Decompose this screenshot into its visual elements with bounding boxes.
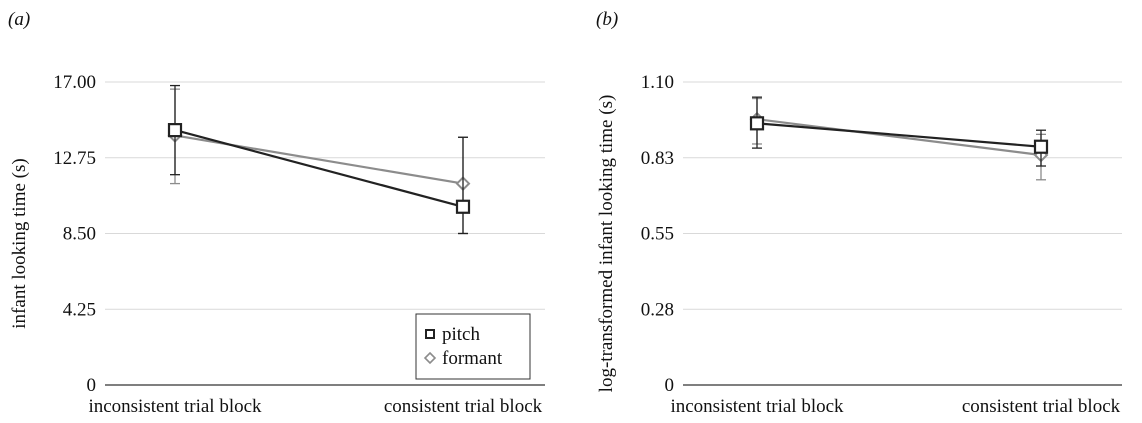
y-tick-label: 0.83 [641, 148, 674, 169]
x-tick-label: inconsistent trial block [670, 396, 844, 417]
y-axis-title: log-transformed infant looking time (s) [596, 95, 617, 393]
data-point-pitch [749, 116, 765, 131]
data-point-pitch [1033, 139, 1049, 154]
data-point-pitch [455, 199, 471, 214]
legend-label-formant: formant [442, 348, 503, 369]
series-line-pitch [756, 122, 1042, 148]
data-point-pitch [167, 123, 183, 138]
y-tick-label: 1.10 [641, 72, 674, 93]
y-tick-label: 0 [87, 375, 97, 396]
y-tick-label: 12.75 [53, 148, 96, 169]
legend: pitch formant [415, 313, 531, 380]
legend-marker-formant [423, 351, 437, 365]
y-tick-label: 0.28 [641, 299, 674, 320]
series-line-pitch [174, 129, 464, 208]
y-tick-label: 0 [665, 375, 675, 396]
series-line-formant [756, 118, 1042, 157]
legend-box [415, 313, 531, 380]
x-tick-label: inconsistent trial block [88, 396, 262, 417]
x-tick-label: consistent trial block [384, 396, 543, 417]
y-tick-label: 0.55 [641, 224, 674, 245]
chart-panel-1: (a) 0 4.25 8.50 12.75 17.00 infant looking tim… [8, 9, 545, 417]
y-tick-label: 8.50 [63, 224, 96, 245]
x-tick-label: consistent trial block [962, 396, 1121, 417]
y-tick-label: 4.25 [63, 299, 96, 320]
panel-label: (a) [8, 9, 30, 30]
y-tick-label: 17.00 [53, 72, 96, 93]
legend-marker-pitch [425, 329, 435, 339]
legend-label-pitch: pitch [442, 324, 480, 345]
chart-panel-2: (b) 0 0.28 0.55 0.83 1.10 log-transformed infa… [596, 9, 1122, 417]
y-axis-title: infant looking time (s) [9, 158, 30, 328]
panel-label: (b) [596, 9, 618, 30]
